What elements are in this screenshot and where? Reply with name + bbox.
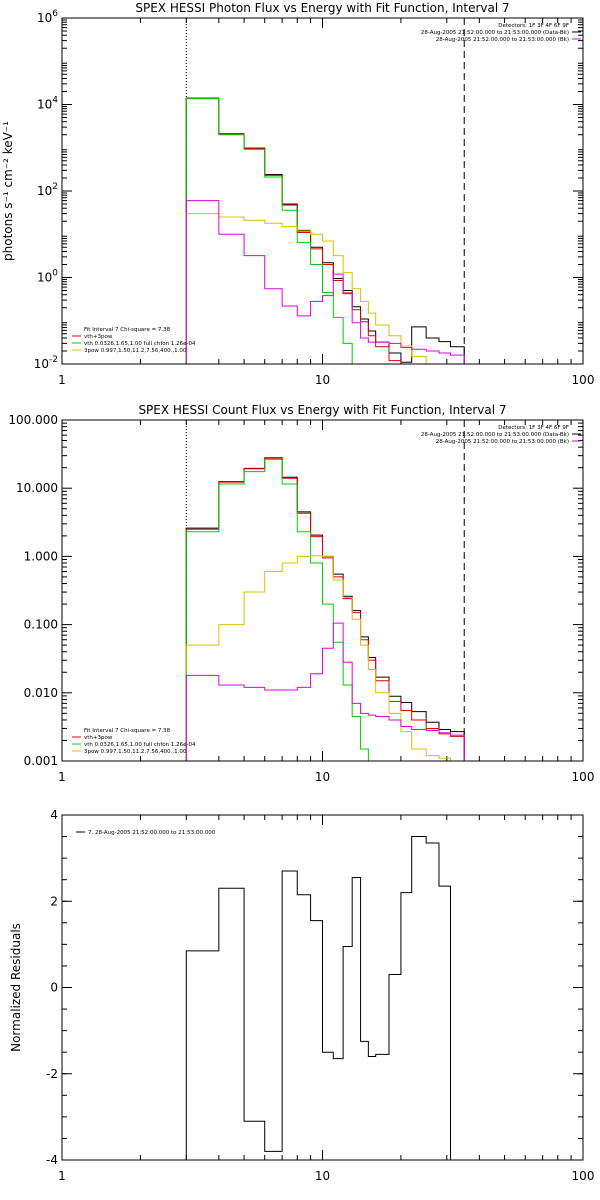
chart-panel-2: SPEX HESSI Count Flux vs Energy with Fit… <box>8 403 594 784</box>
legend-entry: 7. 28-Aug-2005 21:52:00.000 to 21:53:00.… <box>88 830 216 836</box>
legend-entry: Detectors: 1F 3F 4F 6F 9F <box>498 425 569 431</box>
series-group <box>185 97 465 364</box>
legend-entry: Fit Interval 7 Chi-square = 7.38 <box>84 728 171 734</box>
y-tick-label: 10.000 <box>16 481 58 495</box>
series-line-1 <box>185 457 465 761</box>
y-tick-label: -2 <box>46 1067 58 1081</box>
chart-panel-3: Normalized Residuals 1 10 100 -4 -2 0 2 4 7. 28-A… <box>9 808 594 1183</box>
plot-frame <box>61 814 584 1161</box>
series-line-1 <box>185 836 451 1160</box>
series-line-5 <box>185 622 465 761</box>
legend-entry: 28-Aug-2005 21:52:00.000 to 21:53:00.000… <box>436 439 569 445</box>
legend-top-left: 7. 28-Aug-2005 21:52:00.000 to 21:53:00.… <box>76 830 216 836</box>
y-tick-label: 0.001 <box>24 754 58 768</box>
legend-entry: 3pow 0.997,1.50,11.2,7.56,400.,1.00 <box>84 348 187 354</box>
legend-entry: vth 0.0326,1.65,1.00 full chfon 1.26e-04 <box>84 341 196 347</box>
x-tick-label: 100 <box>572 770 595 784</box>
y-tick-label: 100.000 <box>8 413 58 427</box>
legend-bottom-left: Fit Interval 7 Chi-square = 7.38vth+3pow… <box>72 728 196 755</box>
x-tick-label: 100 <box>572 373 595 387</box>
legend-entry: vth 0.0326,1.65,1.00 full chfon 1.26e-04 <box>84 742 196 748</box>
y-tick-label: 0 <box>50 981 58 995</box>
y-tick-label: -4 <box>46 1153 58 1167</box>
legend-entry: vth+3pow <box>84 334 113 340</box>
legend-entry: 3pow 0.997,1.50,11.2,7.56,400.,1.00 <box>84 749 187 755</box>
legend-entry: Fit Interval 7 Chi-square = 7.38 <box>84 327 171 333</box>
series-line-2 <box>185 97 402 364</box>
y-axis-label: photons s⁻¹ cm⁻² keV⁻¹ <box>1 121 15 261</box>
y-tick-label: 100 <box>37 269 58 285</box>
series-line-5 <box>185 200 465 364</box>
series-line-4 <box>185 213 427 364</box>
plot-frame <box>61 419 584 762</box>
x-ticks: 1 10 100 <box>58 815 594 1183</box>
x-tick-label: 100 <box>572 1169 595 1183</box>
y-tick-label: 10-2 <box>34 355 58 371</box>
chart-title: SPEX HESSI Photon Flux vs Energy with Fi… <box>135 1 509 15</box>
legend-entry: vth+3pow <box>84 735 113 741</box>
series-line-1 <box>185 97 465 364</box>
plot-frame <box>61 17 584 365</box>
chart-panel-1: SPEX HESSI Photon Flux vs Energy with Fi… <box>1 1 595 387</box>
legend-entry: 28-Aug-2005 21:52:00.000 to 21:53:00.000… <box>421 30 569 36</box>
x-tick-label: 1 <box>58 373 66 387</box>
y-tick-label: 104 <box>37 96 58 112</box>
x-tick-label: 1 <box>58 770 66 784</box>
y-tick-label: 2 <box>50 894 58 908</box>
y-tick-label: 106 <box>37 9 58 25</box>
y-ticks: 0.001 0.010 0.100 1.000 10.000 100.000 <box>8 413 583 768</box>
series-line-3 <box>185 98 353 364</box>
x-ticks: 1 10 100 <box>58 420 594 784</box>
x-tick-label: 1 <box>58 1169 66 1183</box>
series-group <box>185 836 451 1160</box>
series-group <box>185 457 465 761</box>
legend-bottom-left: Fit Interval 7 Chi-square = 7.38vth+3pow… <box>72 327 196 354</box>
legend-entry: Detectors: 1F 3F 4F 6F 9F <box>498 23 569 29</box>
legend-entry: 28-Aug-2005 21:52:00.000 to 21:53:00.000… <box>436 37 569 43</box>
y-tick-label: 0.010 <box>24 686 58 700</box>
y-tick-label: 4 <box>50 808 58 822</box>
series-line-2 <box>185 457 465 761</box>
x-tick-label: 10 <box>315 373 330 387</box>
y-ticks: -4 -2 0 2 4 <box>46 808 583 1167</box>
y-tick-label: 0.100 <box>24 618 58 632</box>
x-tick-label: 10 <box>315 1169 330 1183</box>
legend-entry: 28-Aug-2005 21:52:00.000 to 21:53:00.000… <box>421 432 569 438</box>
y-ticks: 10-2 100 102 104 106 <box>34 9 583 371</box>
series-line-3 <box>185 458 369 761</box>
chart-title: SPEX HESSI Count Flux vs Energy with Fit… <box>138 403 506 417</box>
y-tick-label: 1.000 <box>24 549 58 563</box>
y-axis-label: Normalized Residuals <box>9 923 23 1052</box>
y-tick-label: 102 <box>37 182 58 198</box>
x-tick-label: 10 <box>315 770 330 784</box>
series-line-4 <box>185 555 465 761</box>
